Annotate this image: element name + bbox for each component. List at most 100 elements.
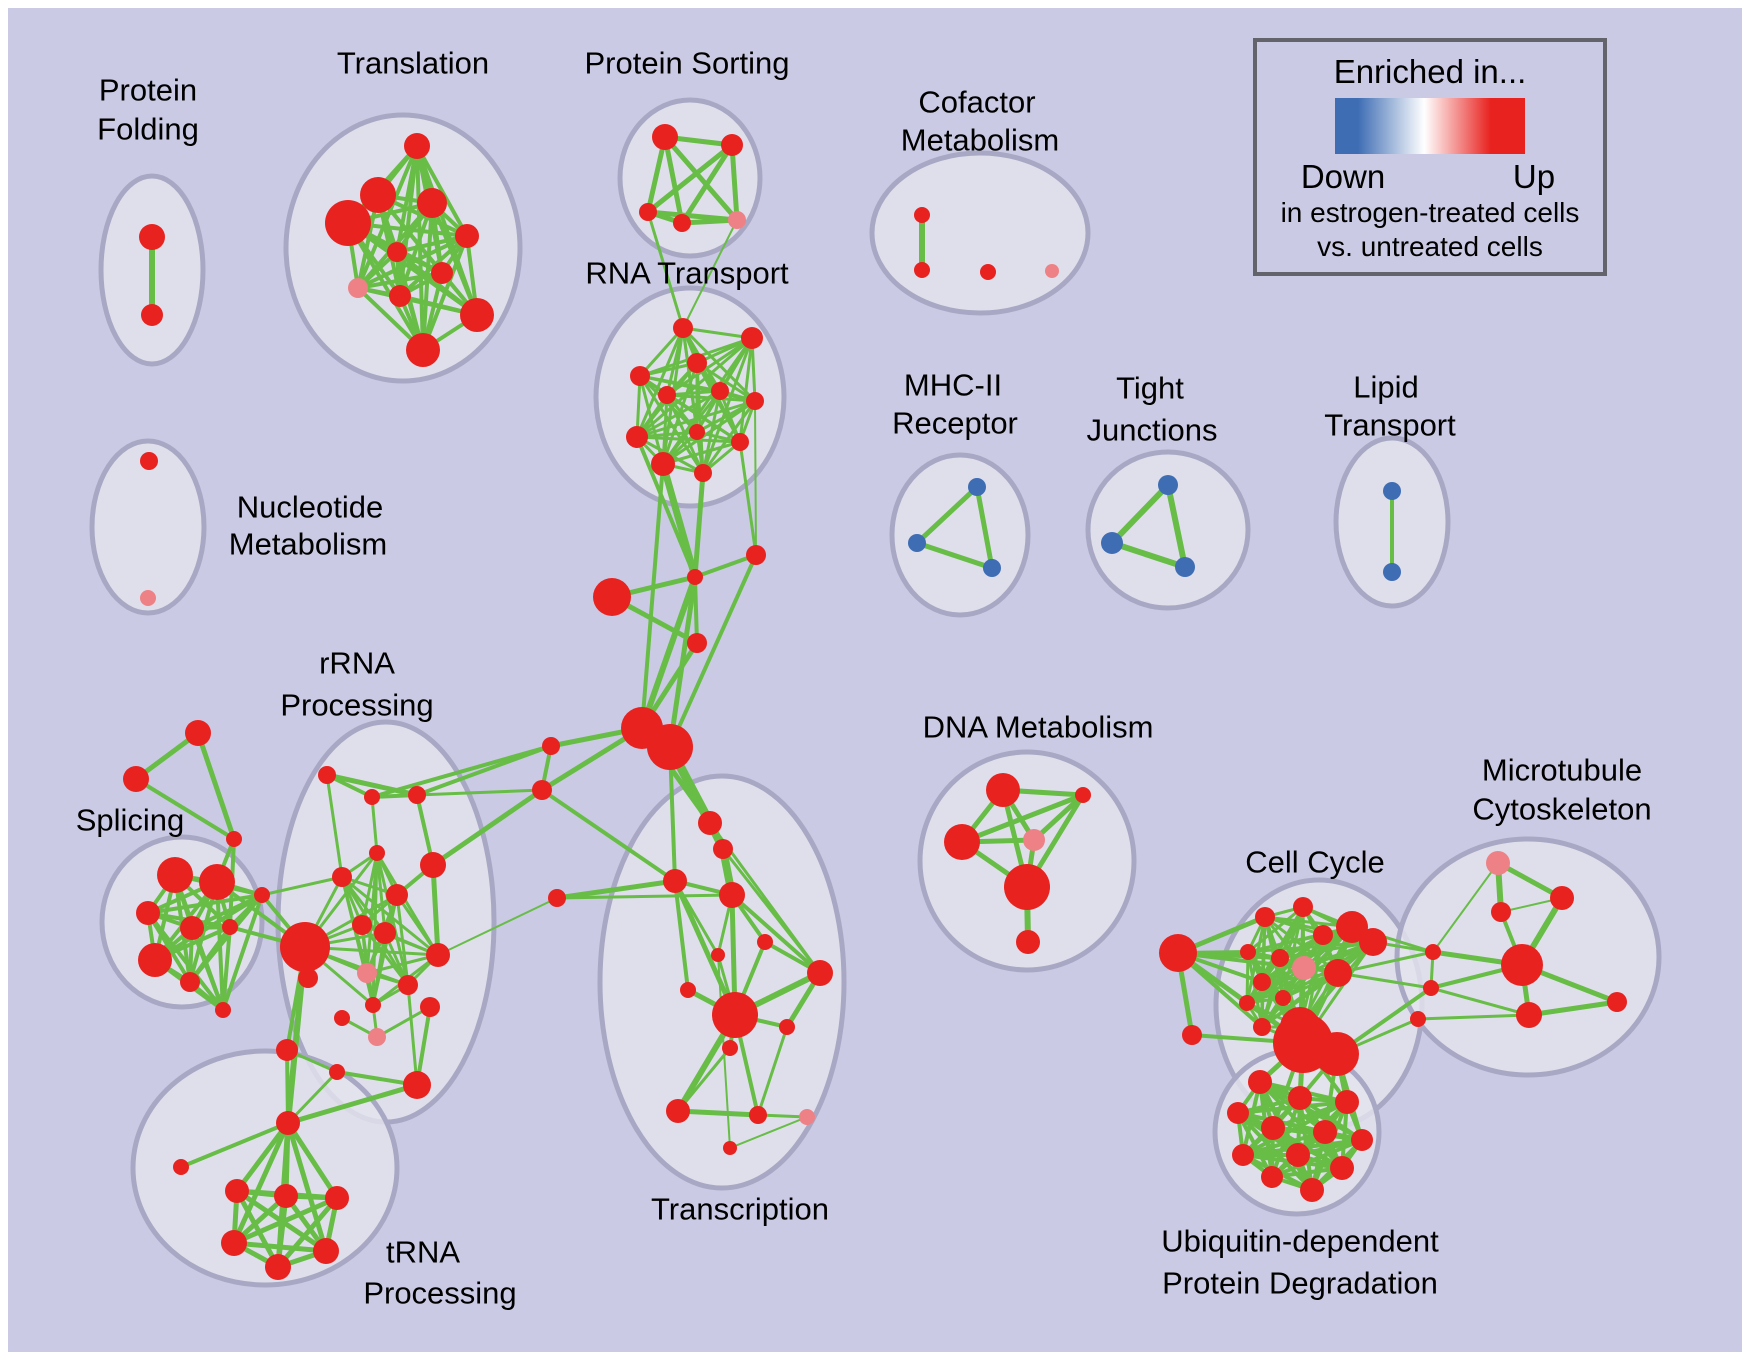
- edge-RR20-TN4: [285, 1120, 340, 1201]
- edge-TR14-TR15: [729, 1116, 808, 1149]
- node-U9: [1286, 1143, 1310, 1167]
- node-TR11: [722, 1040, 738, 1056]
- edge-RR2-RR4: [370, 795, 379, 855]
- edge-PS2-PS3: [645, 142, 735, 215]
- node-PS2: [721, 134, 743, 156]
- edge-TR3-TR9: [672, 878, 738, 1018]
- edge-U7-U11: [1270, 1138, 1364, 1179]
- node-RR9: [374, 922, 396, 944]
- edge-M7-RR12: [437, 897, 558, 956]
- node-RT7: [746, 392, 764, 410]
- node-T10: [460, 298, 494, 332]
- edge-S7-S9: [188, 893, 264, 984]
- node-CC7: [1271, 949, 1289, 967]
- cluster-label-mhc-ii-receptor: Receptor: [892, 406, 1018, 441]
- edge-MT5-MT6: [1526, 999, 1620, 1018]
- node-RR8: [352, 915, 372, 935]
- node-M3: [746, 545, 766, 565]
- edge-M1-M4: [693, 575, 699, 645]
- node-MH2: [908, 534, 926, 552]
- node-MB2: [647, 724, 693, 770]
- node-N1: [140, 452, 158, 470]
- edge-T5-T11: [421, 234, 469, 352]
- node-T3: [417, 188, 447, 218]
- node-RR7: [386, 884, 408, 906]
- node-M6: [532, 780, 552, 800]
- edge-CR2-MT5: [1429, 986, 1531, 1017]
- edge-RT7-RT8: [635, 399, 757, 439]
- node-CR2: [1423, 980, 1439, 996]
- edge-S9-RR5: [260, 875, 344, 897]
- edge-RT7-RT10: [661, 399, 757, 466]
- cluster-label-cell-cycle: Cell Cycle: [1245, 845, 1385, 880]
- legend-up-label: Up: [1512, 158, 1556, 195]
- node-TR10: [779, 1019, 795, 1035]
- edge-ST1-ST3: [195, 730, 237, 842]
- cluster-label-ubiquitin-degradation: Protein Degradation: [1162, 1266, 1438, 1301]
- cluster-label-trna-processing: Processing: [363, 1276, 516, 1311]
- edge-RR20-TN6: [285, 1120, 329, 1254]
- node-RR19: [403, 1071, 431, 1099]
- edge-TJ1-TJ2: [1109, 482, 1171, 546]
- edge-ST2-ST3: [134, 777, 236, 841]
- node-MH3: [983, 559, 1001, 577]
- edge-CC5-CC7: [1278, 940, 1375, 960]
- node-S7: [180, 972, 200, 992]
- node-D3: [944, 824, 980, 860]
- edge-S8-S9: [221, 893, 264, 1012]
- node-PF2: [141, 304, 163, 326]
- legend-caption-line2: vs. untreated cells: [1317, 231, 1543, 262]
- edge-MH1-MH3: [974, 484, 995, 571]
- edge-RT11-M1: [692, 470, 706, 580]
- cluster-label-transcription: Transcription: [651, 1192, 829, 1227]
- edge-RR17-RR20: [285, 1048, 290, 1125]
- node-TR14: [799, 1109, 815, 1125]
- node-U10: [1330, 1156, 1354, 1180]
- node-TR12: [666, 1099, 690, 1123]
- node-M5: [542, 737, 560, 755]
- node-CC1: [1255, 907, 1275, 927]
- edge-TR3-TR7: [673, 879, 690, 992]
- edge-CC1-CC11: [1245, 915, 1267, 1005]
- node-TR1: [698, 811, 722, 835]
- edge-M3-MB2: [668, 553, 758, 749]
- edge-CC9-CC13: [1260, 971, 1340, 1029]
- edge-TR12-TR13: [675, 1108, 761, 1118]
- node-T4: [325, 200, 371, 246]
- edge-T3-T10: [430, 201, 479, 317]
- node-ST2: [123, 766, 149, 792]
- edge-T7-T8: [356, 271, 444, 290]
- node-U12: [1300, 1178, 1324, 1202]
- node-RT12: [731, 433, 749, 451]
- node-TR13: [749, 1106, 767, 1124]
- edge-RT5-RT7: [665, 393, 757, 403]
- edge-RR6-RR12: [430, 862, 441, 958]
- node-CR3: [1410, 1011, 1426, 1027]
- node-RR4: [369, 845, 385, 861]
- legend: Enriched in... Down Up in estrogen-treat…: [1253, 38, 1607, 276]
- edge-T4-T11: [346, 221, 425, 352]
- node-M4: [687, 633, 707, 653]
- node-RR17: [276, 1039, 298, 1061]
- node-TR6: [711, 948, 725, 962]
- edge-TR2-TR8: [721, 847, 822, 975]
- node-T5: [455, 224, 479, 248]
- edge-PS4-PS5: [679, 217, 740, 226]
- edge-M3-RT12: [738, 440, 758, 557]
- edge-PS1-PS5: [662, 134, 740, 223]
- edge-CR1-CC9: [1336, 950, 1435, 975]
- node-RR16: [368, 1028, 386, 1046]
- edge-S5-S8: [221, 925, 232, 1012]
- cluster-ellipse-nucleotide-metabolism: [89, 438, 207, 616]
- node-T11: [406, 333, 440, 367]
- node-MT2: [1550, 886, 1574, 910]
- node-PS1: [652, 124, 678, 150]
- node-RT6: [711, 382, 729, 400]
- node-RR13: [420, 997, 440, 1017]
- edge-T1-T5: [415, 144, 469, 238]
- node-RRH: [280, 922, 330, 972]
- node-U2: [1288, 1086, 1312, 1110]
- cluster-label-tight-junctions: Tight: [1116, 371, 1184, 406]
- edge-RT2-RT12: [738, 336, 754, 444]
